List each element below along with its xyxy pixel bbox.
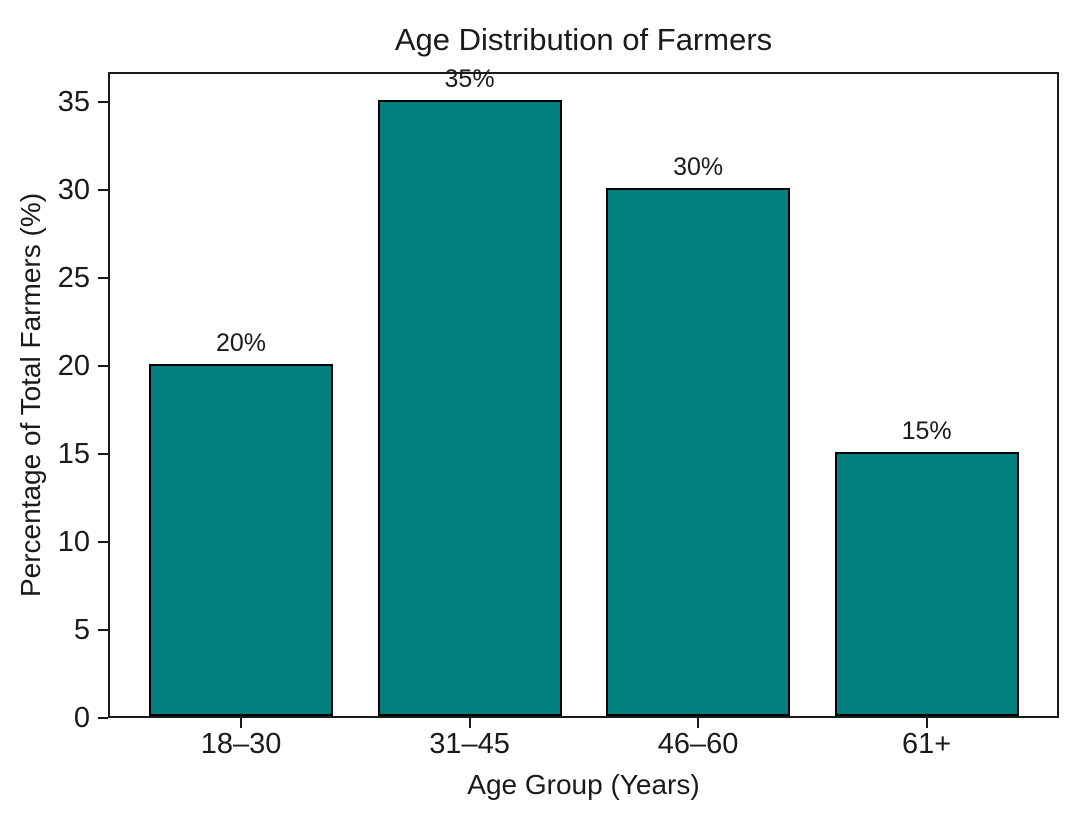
x-tick-mark — [240, 718, 243, 728]
y-tick-label: 15 — [57, 437, 90, 470]
y-tick-label: 5 — [73, 613, 90, 646]
y-tick-mark — [98, 364, 108, 367]
bar-value-label: 15% — [901, 416, 952, 445]
y-tick-label: 35 — [57, 85, 90, 118]
bar-value-label: 35% — [444, 64, 495, 93]
y-tick-mark — [98, 188, 108, 191]
bar-46–60 — [606, 187, 791, 716]
x-tick-mark — [697, 718, 700, 728]
chart-title: Age Distribution of Farmers — [394, 22, 773, 57]
y-tick-mark — [98, 628, 108, 631]
y-tick-label: 25 — [57, 261, 90, 294]
bar-value-label: 20% — [216, 328, 267, 357]
y-tick-mark — [98, 540, 108, 543]
y-tick-label: 20 — [57, 349, 90, 382]
bar-value-label: 30% — [673, 152, 724, 181]
bar-18–30 — [149, 363, 334, 716]
y-tick-mark — [98, 717, 108, 719]
x-tick-label: 31–45 — [429, 728, 510, 760]
x-tick-label: 46–60 — [657, 728, 739, 760]
bar-61+ — [834, 451, 1019, 716]
plot-area — [108, 72, 1059, 718]
y-tick-mark — [98, 100, 108, 103]
x-tick-label: 18–30 — [200, 728, 282, 760]
x-tick-label: 61+ — [902, 728, 952, 760]
bar-31–45 — [377, 99, 562, 716]
y-tick-label: 10 — [57, 525, 90, 558]
x-axis-label: Age Group (Years) — [467, 769, 700, 800]
y-tick-label: 0 — [73, 702, 90, 734]
y-tick-mark — [98, 452, 108, 455]
x-tick-mark — [925, 718, 928, 728]
y-tick-label: 30 — [57, 173, 90, 206]
x-tick-mark — [468, 718, 471, 728]
y-tick-mark — [98, 276, 108, 279]
